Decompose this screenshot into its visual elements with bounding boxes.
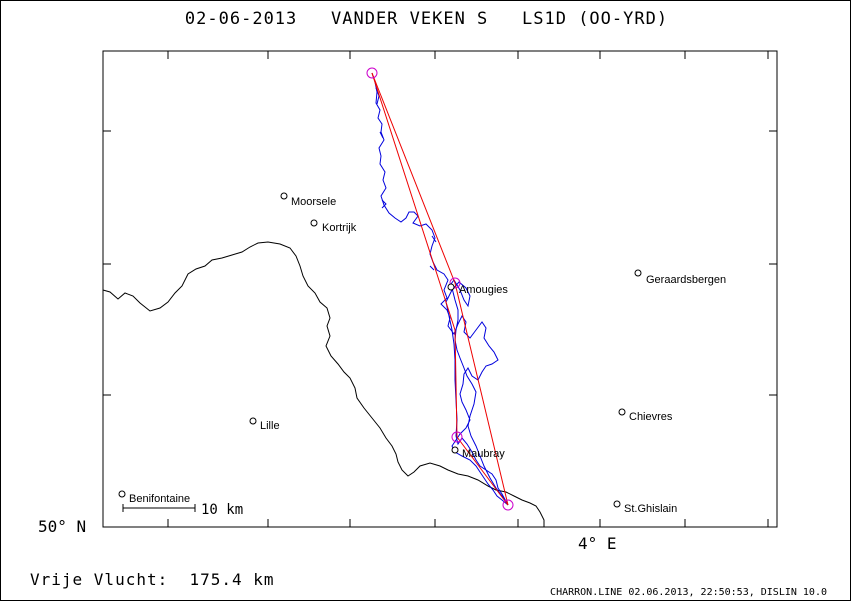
place-markers <box>118 192 642 508</box>
turnpoint-finish <box>502 499 514 511</box>
task-lines <box>371 72 509 506</box>
place-label-amougies: Amougies <box>459 284 508 296</box>
latitude-label: 50° N <box>38 517 87 536</box>
pilot-name: VANDER VEKEN S <box>331 9 489 29</box>
place-label-maubray: Maubray <box>462 448 505 460</box>
flight-distance: Vrije Vlucht: 175.4 km <box>30 570 275 589</box>
place-marker-benifontaine <box>118 490 126 498</box>
place-marker-geraardsbergen <box>634 269 642 277</box>
map-area-border <box>102 50 778 528</box>
software-credit: CHARRON.LINE 02.06.2013, 22:50:53, DISLI… <box>550 587 827 598</box>
turnpoints <box>366 67 514 511</box>
place-label-geraardsbergen: Geraardsbergen <box>646 274 726 286</box>
place-label-kortrijk: Kortrijk <box>322 222 357 234</box>
place-marker-chievres <box>618 408 626 416</box>
flight-track <box>371 72 509 506</box>
turnpoint-start <box>366 67 378 79</box>
right-axis-ticks <box>769 130 777 528</box>
glider-id: LS1D (OO-YRD) <box>522 9 669 29</box>
place-marker-kortrijk <box>310 219 318 227</box>
place-marker-lille <box>249 417 257 425</box>
longitude-label: 4° E <box>578 534 617 553</box>
turnpoint-amougies <box>449 277 461 289</box>
bottom-axis-ticks <box>167 519 769 527</box>
place-marker-maubray <box>451 446 459 454</box>
national-border <box>102 241 545 527</box>
scale-bar-label: 10 km <box>201 502 243 518</box>
left-axis-ticks <box>103 130 111 528</box>
flight-title: 02-06-2013 VANDER VEKEN S LS1D (OO-YRD) <box>0 9 853 29</box>
top-axis-ticks <box>167 51 769 59</box>
place-marker-moorsele <box>280 192 288 200</box>
place-marker-amougies <box>447 283 455 291</box>
place-label-st-ghislain: St.Ghislain <box>624 503 677 515</box>
scale-bar <box>122 504 196 512</box>
place-label-lille: Lille <box>260 420 280 432</box>
turnpoint-maubray <box>451 431 463 443</box>
place-label-chievres: Chievres <box>629 411 673 423</box>
flight-date: 02-06-2013 <box>184 9 298 29</box>
place-label-moorsele: Moorsele <box>291 196 336 208</box>
place-label-benifontaine: Benifontaine <box>129 493 190 505</box>
place-marker-st-ghislain <box>613 500 621 508</box>
